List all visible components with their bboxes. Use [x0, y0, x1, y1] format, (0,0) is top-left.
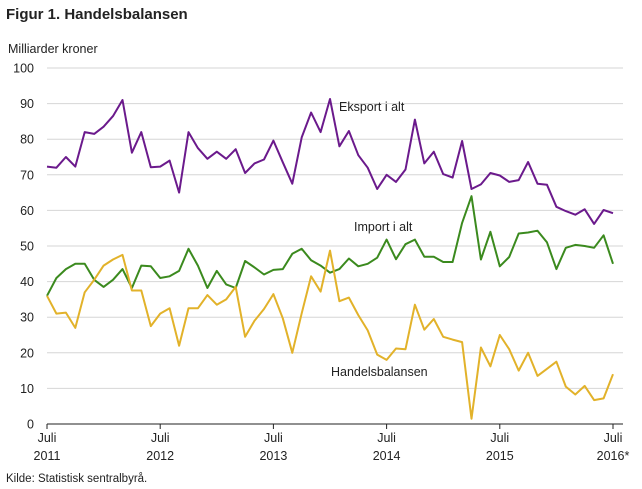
series-annotation: Handelsbalansen: [331, 365, 428, 379]
y-tick-label: 0: [27, 418, 34, 432]
y-tick-label: 30: [20, 311, 34, 325]
x-tick-month-label: Juli: [490, 431, 509, 445]
series-line-import-i-alt: [46, 195, 614, 297]
y-tick-label: 20: [20, 346, 34, 360]
series-lines: [46, 98, 614, 420]
x-tick-year-label: 2011: [34, 449, 61, 463]
x-tick-month-label: Juli: [151, 431, 170, 445]
y-axis-unit-label: Milliarder kroner: [8, 42, 98, 56]
grid-lines: [47, 67, 623, 389]
series-annotation: Eksport i alt: [339, 100, 405, 114]
y-axis-ticks: 0 10 20 30 40 50 60 70 80 90 100: [13, 62, 34, 432]
y-tick-label: 40: [20, 275, 34, 289]
x-tick-month-label: Juli: [377, 431, 396, 445]
x-tick-month-label: Juli: [264, 431, 283, 445]
chart-title: Figur 1. Handelsbalansen: [6, 6, 188, 23]
source-note: Kilde: Statistisk sentralbyrå.: [6, 473, 148, 485]
x-tick-year-label: 2015: [486, 449, 514, 463]
x-tick-year-label: 2012: [146, 449, 174, 463]
x-tick-year-label: 2016*: [597, 449, 630, 463]
x-tick-month-label: Juli: [604, 431, 623, 445]
y-tick-label: 70: [20, 168, 34, 182]
x-tick-month-label: Juli: [38, 431, 57, 445]
series-annotations: Eksport i alt Import i alt Handelsbalansen: [331, 100, 428, 379]
x-axis: Juli 2011 Juli 2012 Juli 2013 Juli 2014 Juli 2015…: [34, 423, 630, 463]
y-tick-label: 80: [20, 133, 34, 147]
y-tick-label: 100: [13, 62, 34, 76]
series-line-eksport-i-alt: [46, 98, 614, 225]
x-tick-year-label: 2013: [259, 449, 287, 463]
x-tick-year-label: 2014: [373, 449, 401, 463]
y-tick-label: 60: [20, 204, 34, 218]
y-tick-label: 50: [20, 240, 34, 254]
y-tick-label: 10: [20, 382, 34, 396]
y-tick-label: 90: [20, 97, 34, 111]
series-line-handelsbalansen: [46, 249, 614, 420]
series-annotation: Import i alt: [354, 220, 413, 234]
